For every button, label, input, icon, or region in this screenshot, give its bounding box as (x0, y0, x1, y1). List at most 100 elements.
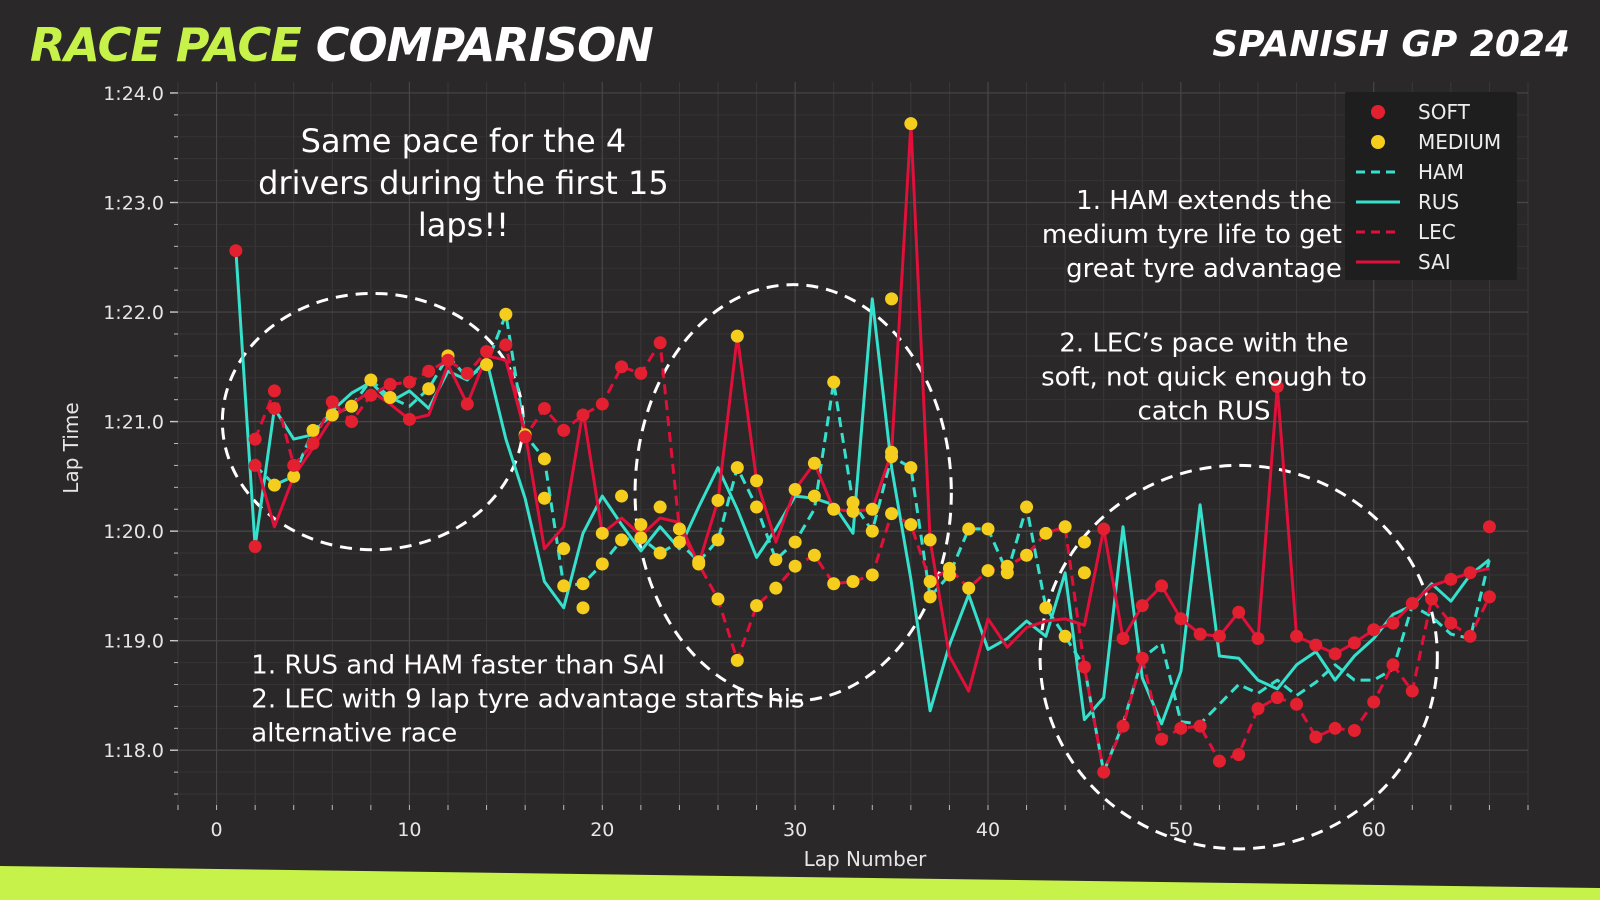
x-tick-label: 40 (976, 819, 1000, 841)
soft-marker (1212, 754, 1226, 768)
medium-marker (807, 489, 821, 503)
soft-marker (1444, 616, 1458, 630)
axes: 0 10 20 30 40 50 60 1:18.0 1:19.0 1:20.0 1:21.0 1:2… (103, 83, 1529, 841)
soft-marker (345, 415, 359, 429)
soft-marker (1232, 748, 1246, 762)
medium-marker (788, 483, 802, 497)
medium-marker (653, 500, 667, 514)
medium-marker (1039, 526, 1053, 540)
soft-marker (557, 423, 571, 437)
medium-marker (711, 592, 725, 606)
soft-marker (1174, 612, 1188, 626)
medium-marker (904, 461, 918, 475)
annotations: Same pace for the 4 drivers during the fi… (251, 122, 1367, 748)
soft-marker (537, 401, 551, 415)
medium-marker (672, 522, 686, 536)
y-tick-label: 1:23.0 (103, 193, 164, 215)
medium-marker (1039, 601, 1053, 615)
soft-marker (1193, 719, 1207, 733)
medium-marker (537, 491, 551, 505)
medium-marker (345, 399, 359, 413)
soft-marker (1386, 658, 1400, 672)
soft-marker (653, 336, 667, 350)
medium-marker (576, 577, 590, 591)
medium-marker (557, 542, 571, 556)
medium-marker (750, 599, 764, 613)
x-tick-label: 60 (1362, 819, 1386, 841)
soft-marker (1193, 627, 1207, 641)
annotation-a4: 1. RUS and HAM faster than SAI 2. LEC wit… (251, 651, 804, 749)
soft-marker (1463, 566, 1477, 580)
legend-marker-soft (1371, 105, 1385, 119)
series-line-rus (234, 250, 1491, 726)
soft-marker (1290, 697, 1304, 711)
page-title: RACE PACE COMPARISON (30, 18, 654, 72)
medium-marker (865, 568, 879, 582)
legend-label: RUS (1418, 190, 1459, 214)
annotation-line: 2. LEC with 9 lap tyre advantage starts … (251, 685, 804, 715)
medium-marker (827, 375, 841, 389)
medium-marker (807, 456, 821, 470)
bottom-accent-strip (0, 866, 1600, 900)
x-axis-label: Lap Number (804, 847, 928, 871)
soft-marker (1232, 605, 1246, 619)
medium-marker (885, 445, 899, 459)
medium-marker (962, 581, 976, 595)
soft-marker (1328, 647, 1342, 661)
medium-marker (480, 358, 494, 372)
medium-marker (807, 548, 821, 562)
medium-marker (325, 408, 339, 422)
soft-marker (1367, 623, 1381, 637)
soft-marker (229, 244, 243, 258)
medium-marker (942, 561, 956, 575)
medium-marker (653, 546, 667, 560)
legend-label: LEC (1418, 220, 1456, 244)
soft-marker (1097, 522, 1111, 536)
medium-marker (827, 577, 841, 591)
soft-marker (402, 375, 416, 389)
medium-marker (1077, 566, 1091, 580)
title-highlight: RACE PACE (30, 18, 302, 72)
legend-label: HAM (1418, 160, 1464, 184)
tyre-markers (229, 117, 1496, 779)
grid (177, 82, 1529, 805)
medium-marker (750, 474, 764, 488)
medium-marker (769, 581, 783, 595)
legend-marker-medium (1371, 135, 1385, 149)
soft-marker (267, 384, 281, 398)
medium-marker (595, 526, 609, 540)
medium-marker (711, 493, 725, 507)
soft-marker (499, 338, 513, 352)
medium-marker (846, 504, 860, 518)
medium-marker (1058, 629, 1072, 643)
soft-marker (402, 412, 416, 426)
legend-label: SAI (1418, 250, 1451, 274)
medium-marker (287, 469, 301, 483)
medium-marker (595, 557, 609, 571)
soft-marker (615, 360, 629, 374)
medium-marker (1077, 535, 1091, 549)
medium-marker (615, 489, 629, 503)
medium-marker (769, 553, 783, 567)
y-tick-label: 1:24.0 (103, 83, 164, 105)
x-tick-label: 10 (397, 819, 421, 841)
medium-marker (865, 524, 879, 538)
medium-marker (576, 601, 590, 615)
medium-marker (750, 500, 764, 514)
soft-marker (248, 539, 262, 553)
soft-marker (1116, 631, 1130, 645)
medium-marker (1020, 500, 1034, 514)
x-tick-label: 30 (783, 819, 807, 841)
y-tick-label: 1:18.0 (103, 740, 164, 762)
medium-marker (557, 579, 571, 593)
soft-marker (1463, 629, 1477, 643)
soft-marker (1482, 520, 1496, 534)
annotation-line: Same pace for the 4 (301, 122, 627, 160)
medium-marker (1058, 520, 1072, 534)
medium-marker (981, 522, 995, 536)
soft-marker (1251, 631, 1265, 645)
soft-marker (1347, 636, 1361, 650)
soft-marker (1270, 380, 1284, 394)
soft-marker (460, 366, 474, 380)
